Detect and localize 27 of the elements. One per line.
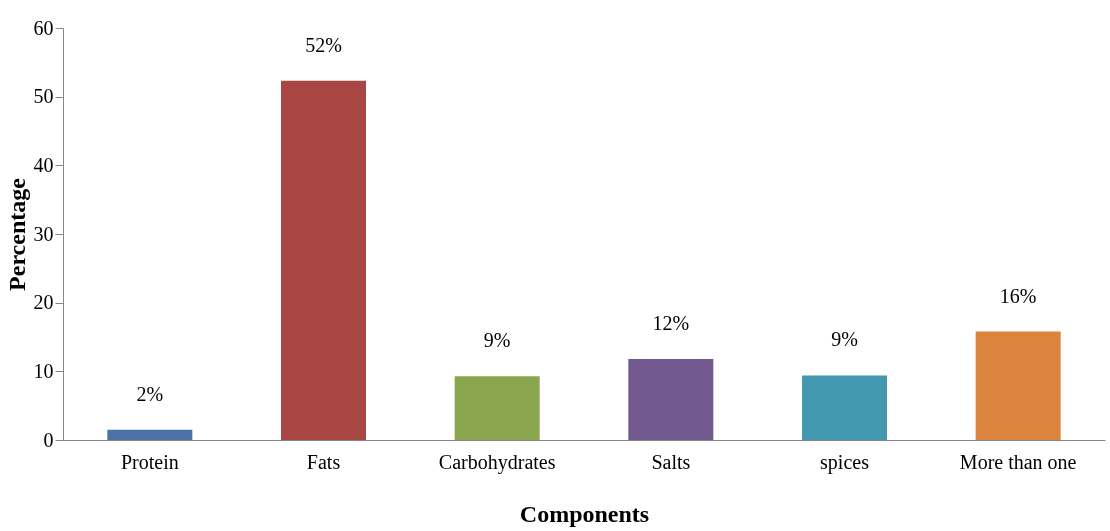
y-tick-label: 60 — [33, 16, 54, 39]
x-tick-label: Protein — [120, 450, 179, 473]
y-axis-title: Percentage — [3, 177, 30, 291]
bar — [107, 429, 193, 440]
data-label: 12% — [652, 311, 690, 334]
y-tick-label: 30 — [33, 222, 54, 245]
bar — [975, 331, 1061, 440]
y-tick-label: 50 — [33, 85, 54, 108]
x-tick-label: spices — [820, 450, 870, 474]
data-label: 9% — [483, 329, 511, 352]
x-axis-title: Components — [519, 500, 650, 527]
data-label: 16% — [999, 284, 1037, 307]
y-tick-label: 0 — [43, 428, 54, 451]
bar — [628, 358, 714, 440]
bar — [802, 375, 887, 440]
x-tick-label: Salts — [651, 450, 691, 473]
data-label: 9% — [831, 328, 858, 351]
data-label: 2% — [136, 382, 164, 405]
x-tick-label: Carbohydrates — [438, 450, 556, 474]
bar — [454, 376, 540, 440]
x-tick-label: Fats — [306, 450, 341, 473]
y-tick-label: 10 — [33, 359, 54, 382]
y-tick-label: 40 — [33, 153, 54, 176]
y-tick-label: 20 — [33, 291, 54, 314]
data-label: 52% — [305, 33, 342, 56]
x-tick-label: More than one — [959, 450, 1077, 473]
bar — [281, 80, 366, 440]
